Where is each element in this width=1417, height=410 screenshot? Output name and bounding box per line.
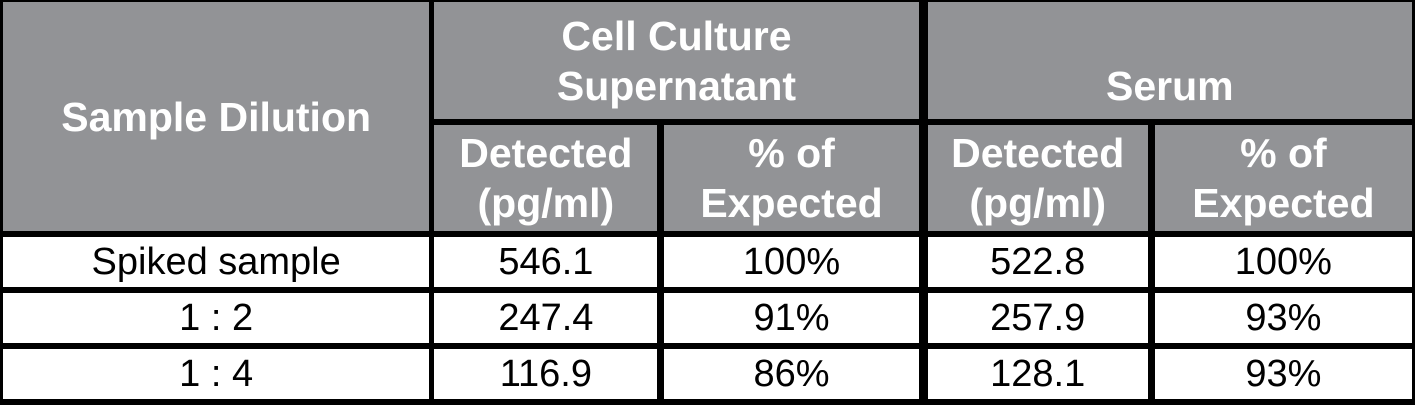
cell-dilution-label: Spiked sample xyxy=(1,234,432,290)
cell-serum-pct-expected: 100% xyxy=(1147,234,1414,290)
cell-ccs-pct-expected: 86% xyxy=(657,346,924,402)
header-serum-pct-expected: % of Expected xyxy=(1147,122,1414,234)
cell-serum-detected: 522.8 xyxy=(918,234,1152,290)
cell-ccs-pct-expected: 100% xyxy=(657,234,924,290)
cell-serum-detected: 128.1 xyxy=(918,346,1152,402)
cell-ccs-detected: 116.9 xyxy=(429,346,661,402)
cell-ccs-detected: 546.1 xyxy=(429,234,661,290)
cell-serum-detected: 257.9 xyxy=(918,290,1152,346)
cell-serum-pct-expected: 93% xyxy=(1147,290,1414,346)
cell-dilution-label: 1 : 2 xyxy=(1,290,432,346)
header-ccs-detected: Detected (pg/ml) xyxy=(429,122,661,234)
table-row-dilution-1-2: 1 : 2 247.4 91% 257.9 93% xyxy=(1,290,1414,346)
cell-serum-pct-expected: 93% xyxy=(1147,346,1414,402)
header-group-serum: Serum xyxy=(918,1,1414,125)
cell-ccs-detected: 247.4 xyxy=(429,290,661,346)
header-group-cell-culture-supernatant: Cell Culture Supernatant xyxy=(429,1,924,125)
header-sample-dilution: Sample Dilution xyxy=(1,1,432,234)
header-serum-detected: Detected (pg/ml) xyxy=(918,122,1152,234)
header-ccs-pct-expected: % of Expected xyxy=(657,122,924,234)
table-row-spiked-sample: Spiked sample 546.1 100% 522.8 100% xyxy=(1,234,1414,290)
cell-dilution-label: 1 : 4 xyxy=(1,346,432,402)
table-row-dilution-1-4: 1 : 4 116.9 86% 128.1 93% xyxy=(1,346,1414,402)
cell-ccs-pct-expected: 91% xyxy=(657,290,924,346)
